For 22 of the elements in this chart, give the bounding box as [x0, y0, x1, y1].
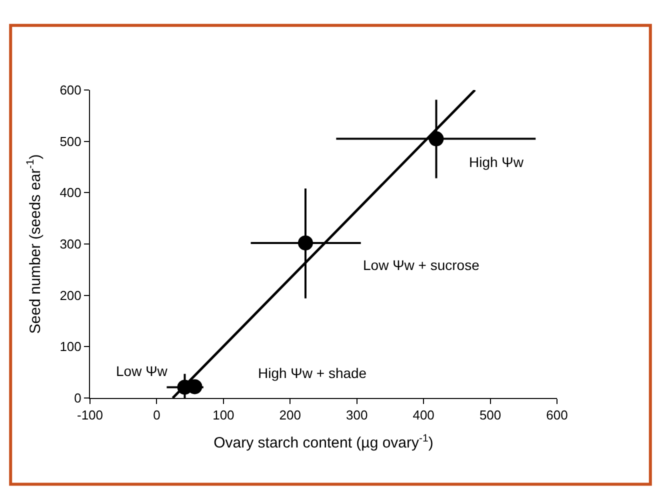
x-tick-label: 100: [212, 408, 234, 423]
point: [298, 235, 313, 250]
annotation: High Ψw: [469, 154, 524, 170]
x-tick-label: 300: [346, 408, 368, 423]
point: [428, 131, 444, 146]
annotation: Low Ψw + sucrose: [363, 257, 480, 273]
y-tick-label: 200: [60, 288, 82, 303]
x-tick-label: 600: [546, 408, 568, 423]
y-tick-label: 100: [60, 339, 82, 354]
x-tick-label: 400: [412, 408, 434, 423]
annotation: Low Ψw: [116, 363, 168, 379]
annotation: High Ψw + shade: [258, 365, 367, 381]
y-tick-label: 0: [74, 390, 82, 406]
x-tick-label: 0: [153, 408, 160, 423]
y-tick-label: 600: [60, 82, 82, 98]
x-tick-label: 500: [479, 408, 502, 423]
y-tick-label: 400: [60, 185, 82, 200]
x-axis-title: Ovary starch content (µg ovary$^{-1}$): [214, 432, 434, 452]
y-tick-label: 300: [60, 236, 82, 252]
y-tick-label: 500: [60, 134, 82, 149]
x-tick-label: -100: [76, 408, 104, 423]
x-tick-label: 200: [279, 408, 301, 423]
